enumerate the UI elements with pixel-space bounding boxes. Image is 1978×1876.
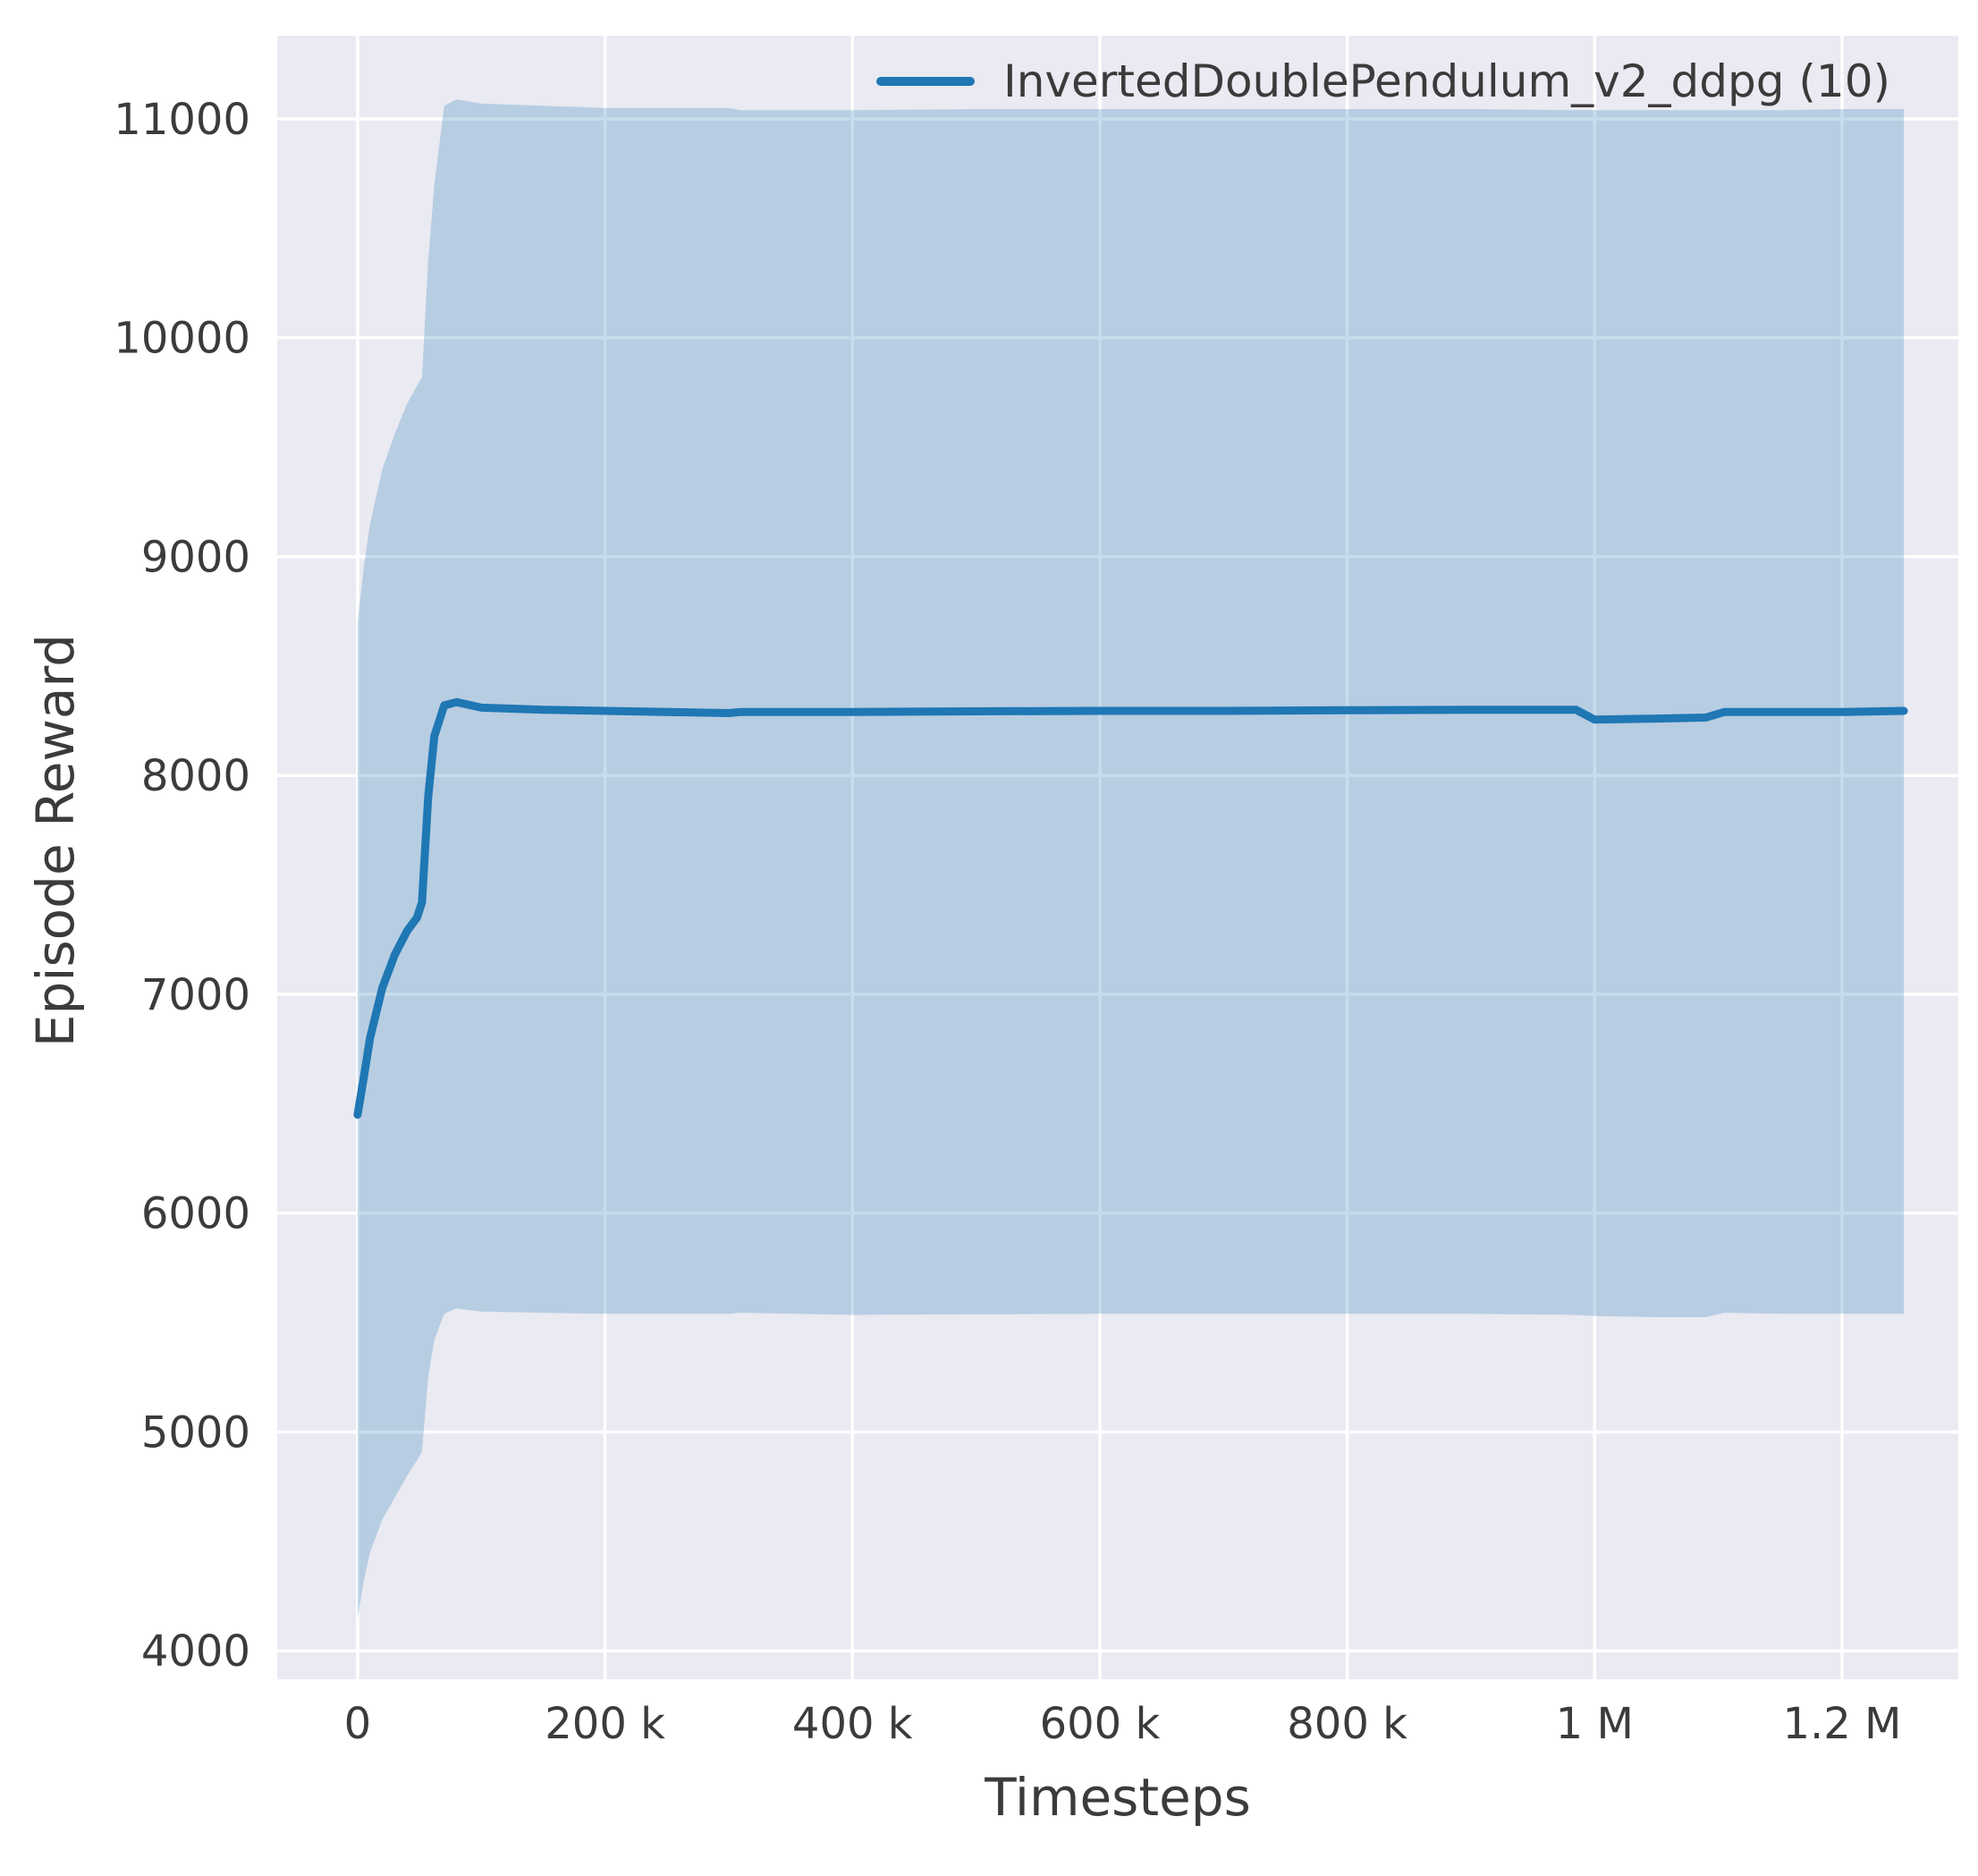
x-tick-label: 200 k <box>545 1699 665 1749</box>
y-tick-label: 7000 <box>141 970 250 1020</box>
y-tick-label: 11000 <box>114 95 250 145</box>
legend-label: InvertedDoublePendulum_v2_ddpg (10) <box>1003 55 1891 107</box>
y-tick-label: 6000 <box>141 1189 250 1239</box>
legend: InvertedDoublePendulum_v2_ddpg (10) <box>876 55 1890 107</box>
plot-background <box>277 36 1958 1679</box>
x-tick-label: 800 k <box>1287 1699 1407 1749</box>
x-tick-label: 400 k <box>792 1699 913 1749</box>
x-axis-label: Timesteps <box>985 1767 1251 1828</box>
y-tick-label: 4000 <box>141 1627 250 1677</box>
x-tick-label: 1 M <box>1556 1699 1634 1749</box>
confidence-band <box>357 99 1905 1618</box>
y-tick-label: 8000 <box>141 751 250 801</box>
y-axis-label: Episode Reward <box>25 633 86 1048</box>
x-tick-label: 1.2 M <box>1782 1699 1901 1749</box>
reward-line <box>353 697 1908 1120</box>
x-tick-label: 600 k <box>1040 1699 1161 1749</box>
x-tick-label: 0 <box>344 1699 372 1749</box>
y-tick-label: 9000 <box>141 532 250 582</box>
y-tick-label: 10000 <box>114 314 250 364</box>
y-tick-label: 5000 <box>141 1407 250 1458</box>
legend-line-swatch <box>876 77 975 86</box>
